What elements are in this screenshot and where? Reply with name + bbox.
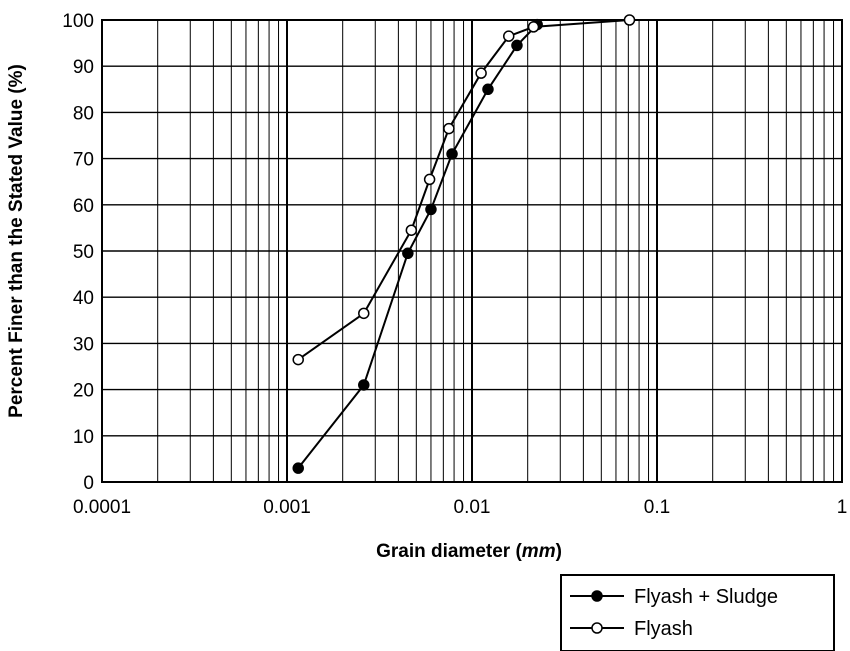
data-point — [358, 307, 370, 320]
y-tick-label: 0 — [83, 473, 94, 494]
y-tick-label: 10 — [73, 427, 94, 448]
y-tick-label: 70 — [73, 150, 94, 171]
legend-label-flyash: Flyash — [634, 618, 693, 640]
data-point — [405, 224, 418, 236]
y-tick-labels: 0 10 20 30 40 50 60 70 80 90 100 — [62, 11, 94, 494]
x-tick-label: 0.001 — [263, 497, 311, 518]
data-point — [527, 21, 540, 33]
x-tick-label: 0.0001 — [73, 497, 131, 518]
data-point — [292, 353, 304, 366]
y-tick-label: 20 — [73, 381, 94, 402]
data-point — [423, 173, 436, 186]
x-tick-label: 1 — [837, 497, 848, 518]
data-point — [482, 83, 494, 96]
y-tick-label: 80 — [73, 103, 94, 124]
data-series — [292, 14, 636, 474]
data-point — [503, 30, 515, 42]
series-line — [297, 23, 538, 469]
x-tick-label: 0.01 — [454, 497, 491, 518]
plot-frame — [101, 19, 843, 483]
y-tick-label: 50 — [73, 242, 94, 263]
x-axis-title-unit: mm — [522, 541, 556, 562]
y-tick-label: 100 — [62, 11, 94, 32]
y-tick-label: 60 — [73, 196, 94, 217]
legend-marker-flyash-sludge — [591, 590, 603, 602]
data-point — [475, 67, 487, 79]
x-axis-title: Grain diameter (mm) — [376, 541, 562, 562]
data-point — [425, 203, 437, 216]
x-tick-label: 0.1 — [644, 497, 670, 518]
legend-label-flyash-sludge: Flyash + Sludge — [634, 586, 778, 608]
legend: Flyash + Sludge Flyash — [560, 574, 835, 651]
y-axis-title: Percent Finer than the Stated Value (%) — [6, 64, 27, 418]
data-point — [358, 379, 370, 391]
data-point — [623, 14, 636, 26]
y-tick-label: 90 — [73, 57, 94, 78]
series-1 — [292, 14, 636, 366]
x-axis-title-close: ) — [556, 541, 562, 562]
legend-marker-flyash — [591, 622, 603, 634]
series-0 — [292, 18, 543, 474]
x-axis-title-text: Grain diameter ( — [376, 541, 522, 562]
data-point — [402, 247, 414, 260]
y-tick-label: 30 — [73, 334, 94, 355]
data-point — [511, 39, 523, 52]
data-point — [446, 148, 458, 160]
legend-box — [560, 574, 835, 651]
y-tick-label: 40 — [73, 288, 94, 309]
data-point — [443, 122, 455, 135]
x-tick-labels: 0.0001 0.001 0.01 0.1 1 — [73, 497, 847, 518]
data-point — [292, 462, 304, 474]
